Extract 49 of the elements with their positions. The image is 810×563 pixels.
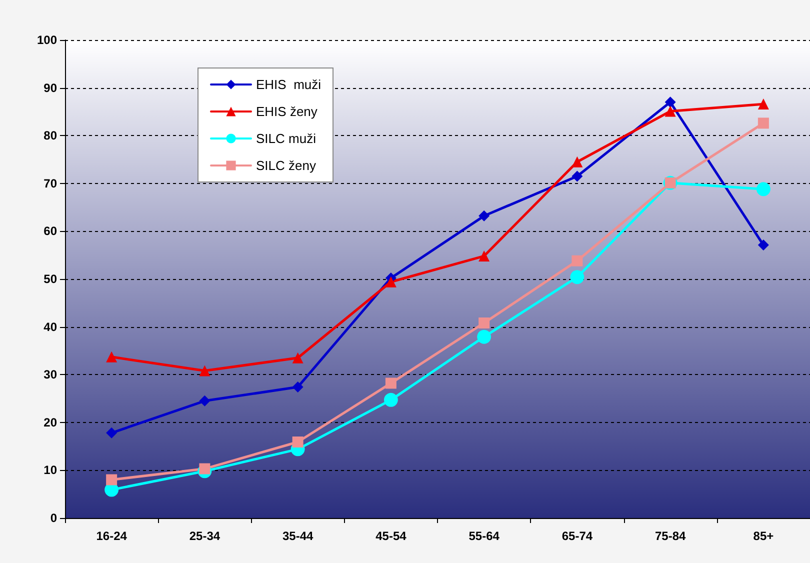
y-tick-label: 100 — [36, 33, 58, 47]
point — [384, 392, 398, 407]
y-tick-label: 50 — [44, 272, 58, 286]
point — [478, 250, 490, 262]
legend-label: EHIS muži — [256, 77, 322, 92]
point — [199, 463, 210, 474]
point — [478, 210, 490, 222]
point — [664, 106, 676, 117]
y-tick-label: 10 — [44, 463, 58, 478]
point — [292, 352, 304, 364]
y-tick-label: 90 — [44, 80, 58, 95]
y-tick-label: 70 — [44, 176, 58, 190]
point — [758, 240, 769, 251]
x-tick-label: 25-34 — [189, 529, 220, 543]
y-tick-label: 40 — [44, 320, 58, 334]
y-tick-label: 60 — [44, 224, 58, 238]
point — [385, 276, 396, 288]
point — [570, 270, 584, 284]
point — [572, 255, 583, 266]
point — [292, 436, 304, 448]
y-tick-label: 30 — [44, 368, 58, 382]
point — [199, 395, 210, 406]
point — [758, 118, 769, 129]
y-tick-label: 80 — [44, 128, 58, 143]
legend-label: SILC muži — [256, 131, 316, 146]
point — [199, 365, 210, 376]
y-tick-label: 0 — [50, 511, 58, 525]
point — [106, 351, 118, 362]
y-tick-label: 20 — [44, 415, 58, 430]
x-tick-label: 35-44 — [282, 529, 314, 543]
point — [292, 382, 304, 393]
point — [664, 96, 676, 108]
legend-label: SILC ženy — [256, 158, 316, 173]
x-tick-label: 16-24 — [96, 529, 128, 543]
point — [572, 170, 583, 182]
point — [106, 427, 118, 438]
x-tick-label: 75-84 — [654, 529, 686, 543]
point — [385, 378, 396, 389]
x-tick-label: 65-74 — [562, 529, 593, 543]
x-tick-label: 85+ — [753, 529, 774, 543]
point — [478, 317, 490, 328]
point — [477, 330, 492, 344]
point — [572, 156, 583, 168]
point — [106, 474, 118, 486]
point — [756, 182, 770, 196]
point — [758, 98, 769, 110]
legend-label: EHIS ženy — [256, 104, 318, 119]
x-tick-label: 55-64 — [468, 529, 500, 543]
x-tick-label: 45-54 — [376, 529, 407, 543]
